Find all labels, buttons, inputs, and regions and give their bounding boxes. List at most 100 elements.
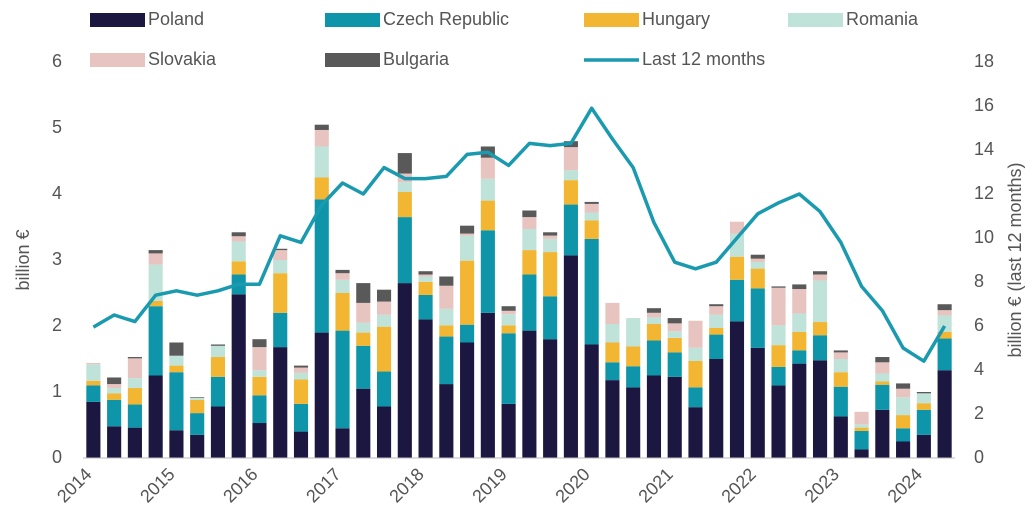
bar-segment (148, 250, 163, 254)
bar-segment (750, 254, 765, 259)
bar-segment (937, 304, 952, 311)
bar-segment (584, 238, 599, 345)
bar-segment (896, 415, 911, 429)
bar-segment (563, 204, 578, 256)
bar-segment (314, 129, 329, 147)
bar-segment (480, 200, 495, 231)
bar-segment (584, 203, 599, 213)
bar-segment (293, 372, 309, 380)
x-tick-label: 2014 (53, 464, 95, 506)
bar-segment (522, 217, 537, 229)
bar-segment (293, 403, 309, 432)
bar-segment (148, 375, 163, 458)
bar-segment (397, 182, 412, 193)
bar-segment (833, 352, 848, 359)
bar-segment (480, 157, 495, 179)
legend-label: Poland (148, 9, 204, 29)
bar-segment (314, 124, 329, 130)
bar-segment (916, 392, 931, 394)
bar-segment (543, 235, 558, 239)
x-tick-label: 2024 (884, 464, 926, 506)
bar-segment (169, 342, 184, 356)
bar-segment (584, 344, 599, 458)
bar-segment (771, 286, 786, 288)
bar-segment (854, 449, 869, 458)
bar-segment (584, 220, 599, 239)
bar-segment (356, 322, 371, 333)
bar-segment (335, 428, 350, 458)
bar-segment (937, 310, 952, 316)
bar-segment (127, 404, 142, 428)
bar-segment (792, 350, 807, 364)
bar-segment (460, 324, 475, 343)
bar-segment (688, 360, 703, 388)
bar-segment (210, 344, 226, 346)
bar-segment (563, 180, 578, 205)
legend-swatch (584, 13, 639, 27)
bar-segment (376, 301, 392, 315)
bar-segment (335, 273, 350, 280)
bar-segment (356, 302, 371, 323)
bar-segment (169, 365, 184, 373)
bar-segment (418, 294, 433, 320)
bar-segment (646, 312, 662, 318)
bar-segment (127, 378, 142, 389)
bar-segment (273, 248, 288, 251)
bar-segment (667, 331, 682, 338)
y2-tick-label: 16 (974, 95, 994, 115)
bar-segment (812, 335, 828, 361)
bar-segment (729, 256, 745, 280)
bar-segment (646, 308, 662, 313)
bar-segment (563, 255, 578, 458)
bar-segment (169, 430, 184, 458)
x-tick-label: 2018 (385, 464, 427, 506)
y2-tick-label: 14 (974, 139, 994, 159)
bar-segment (626, 366, 641, 388)
y-tick-label: 6 (52, 51, 62, 71)
bar-segment (667, 376, 682, 458)
bar-segment (667, 337, 682, 353)
bar-segment (854, 430, 869, 450)
bar-segment (916, 409, 931, 435)
bar-segment (605, 380, 620, 458)
bar-segment (605, 362, 620, 381)
bar-segment (107, 399, 122, 427)
bar-segment (314, 332, 329, 458)
bar-segment (771, 325, 786, 346)
bar-segment (709, 359, 724, 458)
bar-segment (190, 434, 205, 458)
bar-segment (896, 428, 911, 442)
bar-segment (771, 287, 786, 326)
y-tick-label: 2 (52, 315, 62, 335)
y2-tick-label: 0 (974, 447, 984, 467)
bar-segment (916, 403, 931, 410)
bar-segment (356, 283, 371, 303)
y2-tick-label: 2 (974, 403, 984, 423)
bar-segment (812, 360, 828, 458)
bar-segment (231, 236, 246, 242)
bar-segment (439, 336, 454, 385)
bar-segment (293, 365, 309, 368)
bar-segment (729, 321, 745, 458)
bar-segment (646, 324, 662, 341)
bar-segment (875, 357, 890, 363)
legend-swatch (788, 13, 843, 27)
bar-segment (792, 363, 807, 458)
bar-segment (460, 260, 475, 325)
bar-segment (812, 280, 828, 323)
bar-segment (543, 339, 558, 458)
bar-segment (875, 384, 890, 410)
bar-segment (667, 352, 682, 377)
bar-segment (501, 325, 516, 334)
bar-segment (896, 397, 911, 416)
y-tick-label: 0 (52, 447, 62, 467)
bar-segment (667, 323, 682, 332)
bar-segment (812, 274, 828, 281)
bar-segment (335, 293, 350, 331)
bar-segment (356, 388, 371, 458)
bar-segment (376, 371, 392, 407)
bar-segment (709, 314, 724, 328)
bar-segment (293, 431, 309, 458)
bar-segment (252, 347, 267, 371)
